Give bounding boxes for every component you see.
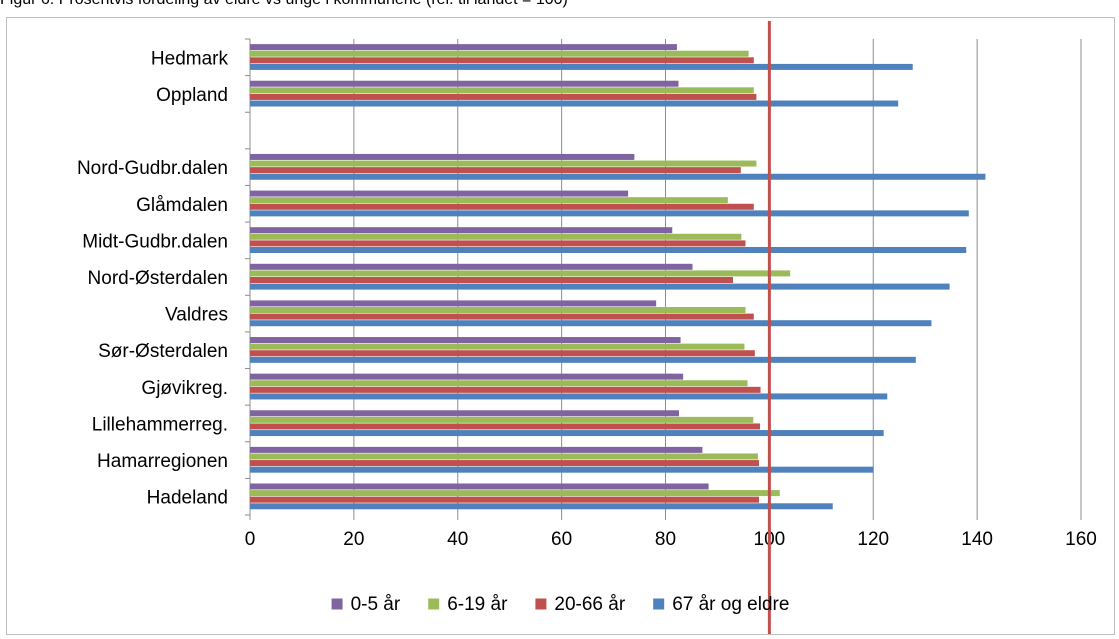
category-label: Oppland xyxy=(156,85,228,106)
bar-0-5-r xyxy=(250,227,673,234)
x-tick-label: 120 xyxy=(857,529,889,550)
category-label: Sør-Østerdalen xyxy=(98,341,228,362)
x-tick-label: 0 xyxy=(245,529,256,550)
legend-swatch xyxy=(428,598,440,610)
category-label: Nord-Gudbr.dalen xyxy=(77,158,228,179)
bar-6-19-r xyxy=(250,197,728,204)
category-label: Hamarregionen xyxy=(97,451,228,472)
bar-67-r-og-eldre xyxy=(250,393,888,400)
legend-label: 67 år og eldre xyxy=(672,594,789,615)
bar-20-66-r xyxy=(250,57,754,64)
bar-67-r-og-eldre xyxy=(250,210,969,217)
bar-67-r-og-eldre xyxy=(250,503,833,510)
bar-0-5-r xyxy=(250,446,703,453)
x-tick-label: 160 xyxy=(1065,529,1097,550)
bar-0-5-r xyxy=(250,300,657,307)
legend-label: 20-66 år xyxy=(554,594,625,615)
bar-67-r-og-eldre xyxy=(250,466,874,473)
x-tick-label: 20 xyxy=(343,529,364,550)
bar-6-19-r xyxy=(250,416,754,423)
bar-20-66-r xyxy=(250,240,746,247)
bar-0-5-r xyxy=(250,80,679,87)
bar-0-5-r xyxy=(250,153,635,160)
bar-6-19-r xyxy=(250,380,748,387)
legend-label: 0-5 år xyxy=(351,594,401,615)
bar-6-19-r xyxy=(250,233,742,240)
bar-20-66-r xyxy=(250,386,761,393)
x-tick-label: 40 xyxy=(447,529,468,550)
bar-0-5-r xyxy=(250,410,680,417)
bar-67-r-og-eldre xyxy=(250,63,913,70)
bar-20-66-r xyxy=(250,496,759,503)
bar-20-66-r xyxy=(250,93,757,100)
legend-label: 6-19 år xyxy=(447,594,508,615)
bar-20-66-r xyxy=(250,423,761,430)
chart-caption: Figur 6. Prosentvis fordeling av eldre v… xyxy=(0,0,1119,9)
bar-67-r-og-eldre xyxy=(250,356,916,363)
category-label: Nord-Østerdalen xyxy=(88,268,228,289)
bar-0-5-r xyxy=(250,483,709,490)
bar-6-19-r xyxy=(250,87,754,94)
category-label: Glåmdalen xyxy=(136,195,228,216)
bar-20-66-r xyxy=(250,313,754,320)
bar-67-r-og-eldre xyxy=(250,173,986,180)
chart-frame: 020406080100120140160HedmarkOpplandNord-… xyxy=(6,17,1115,635)
bar-67-r-og-eldre xyxy=(250,100,899,107)
category-label: Hedmark xyxy=(151,48,229,69)
bar-67-r-og-eldre xyxy=(250,320,932,327)
bar-6-19-r xyxy=(250,490,780,497)
bar-0-5-r xyxy=(250,190,629,197)
bar-6-19-r xyxy=(250,270,791,277)
bar-6-19-r xyxy=(250,160,757,167)
bar-67-r-og-eldre xyxy=(250,246,967,253)
bar-6-19-r xyxy=(250,50,749,57)
legend-swatch xyxy=(331,598,343,610)
bar-0-5-r xyxy=(250,44,677,51)
x-tick-label: 60 xyxy=(551,529,572,550)
bar-0-5-r xyxy=(250,263,693,270)
bar-20-66-r xyxy=(250,460,759,467)
bar-0-5-r xyxy=(250,373,684,380)
bar-20-66-r xyxy=(250,350,755,357)
bar-6-19-r xyxy=(250,453,758,460)
legend-swatch xyxy=(653,598,665,610)
bar-67-r-og-eldre xyxy=(250,430,884,437)
bar-6-19-r xyxy=(250,307,746,314)
category-label: Gjøvikreg. xyxy=(141,378,228,399)
bar-20-66-r xyxy=(250,167,741,174)
bar-chart: 020406080100120140160HedmarkOpplandNord-… xyxy=(77,21,1097,634)
bar-6-19-r xyxy=(250,343,745,350)
x-tick-label: 80 xyxy=(655,529,676,550)
category-label: Midt-Gudbr.dalen xyxy=(82,231,228,252)
category-label: Valdres xyxy=(165,305,228,326)
legend-swatch xyxy=(535,598,547,610)
category-label: Lillehammerreg. xyxy=(92,414,228,435)
x-tick-label: 140 xyxy=(961,529,993,550)
bar-67-r-og-eldre xyxy=(250,283,950,290)
bar-0-5-r xyxy=(250,337,681,344)
bar-20-66-r xyxy=(250,203,754,210)
bar-20-66-r xyxy=(250,277,734,283)
category-label: Hadeland xyxy=(147,488,228,509)
